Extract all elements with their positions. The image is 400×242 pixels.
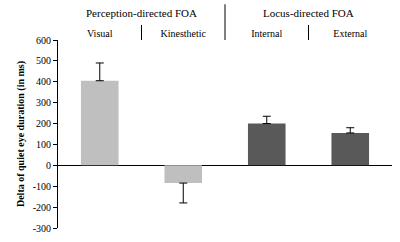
svg-text:Visual: Visual <box>87 28 113 39</box>
svg-text:Locus-directed FOA: Locus-directed FOA <box>263 7 354 19</box>
svg-text:200: 200 <box>36 118 51 129</box>
svg-text:-100: -100 <box>33 181 51 192</box>
svg-text:Delta of quiet eye duration (i: Delta of quiet eye duration (in ms) <box>15 61 27 207</box>
svg-text:-300: -300 <box>33 223 51 234</box>
svg-text:-200: -200 <box>33 202 51 213</box>
svg-text:Perception-directed FOA: Perception-directed FOA <box>86 7 197 19</box>
svg-text:300: 300 <box>36 97 51 108</box>
svg-text:0: 0 <box>46 160 51 171</box>
svg-text:Kinesthetic: Kinesthetic <box>160 28 206 39</box>
svg-text:External: External <box>333 28 367 39</box>
svg-text:100: 100 <box>36 139 51 150</box>
svg-text:500: 500 <box>36 55 51 66</box>
svg-text:400: 400 <box>36 76 51 87</box>
svg-text:Internal: Internal <box>251 28 282 39</box>
svg-text:600: 600 <box>36 35 51 46</box>
